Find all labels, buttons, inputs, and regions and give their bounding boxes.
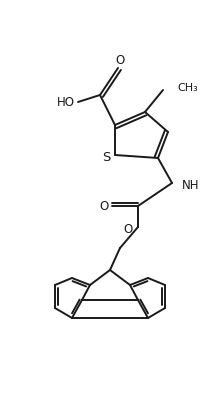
Text: O: O: [115, 53, 125, 67]
Text: NH: NH: [182, 179, 200, 192]
Text: O: O: [99, 200, 109, 213]
Text: O: O: [123, 223, 133, 236]
Text: CH₃: CH₃: [177, 83, 198, 93]
Text: S: S: [102, 150, 110, 164]
Text: HO: HO: [57, 95, 75, 109]
